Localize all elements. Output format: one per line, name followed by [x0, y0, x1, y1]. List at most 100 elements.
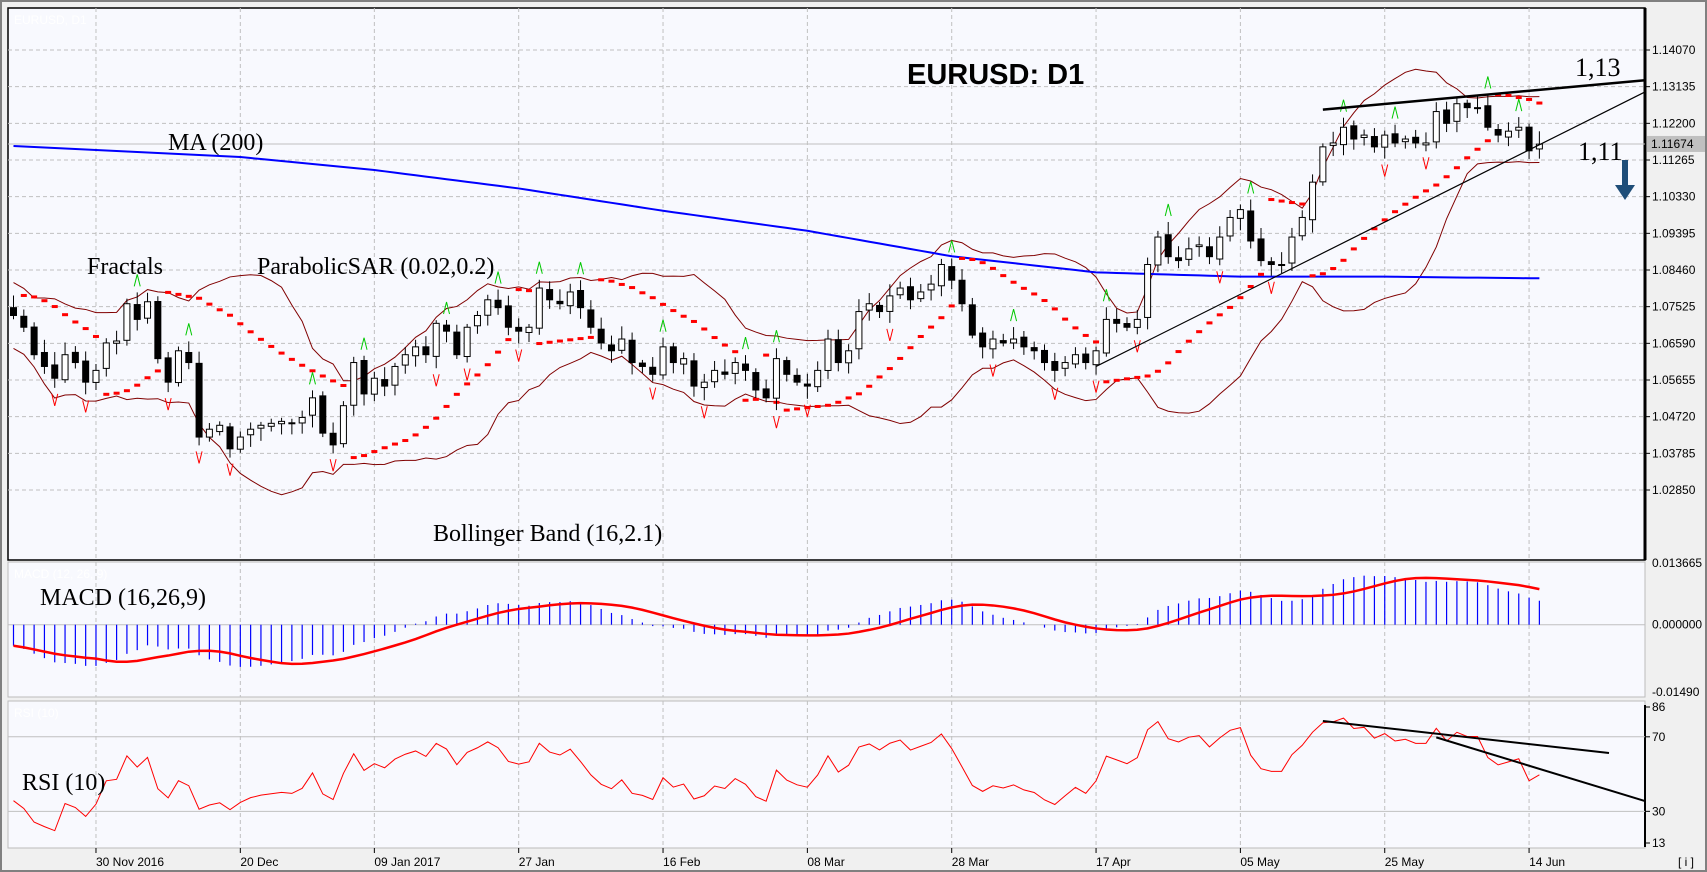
- sar-dot: [1288, 201, 1295, 205]
- fractals-label: Fractals: [87, 254, 163, 280]
- sar-dot: [268, 344, 275, 348]
- sar-dot: [381, 446, 388, 450]
- candle-up: [1432, 111, 1440, 143]
- fractal-up-icon: [1391, 106, 1399, 119]
- macd-tick-label: 0.013665: [1652, 556, 1702, 570]
- candle-up: [205, 428, 213, 438]
- rsi-line: [13, 717, 1540, 832]
- sar-dot: [1041, 299, 1048, 303]
- sar-dot: [1123, 377, 1130, 381]
- sar-dot: [1453, 166, 1460, 170]
- candle-down: [577, 289, 585, 309]
- sar-dot: [391, 442, 398, 446]
- candle-down: [721, 371, 729, 375]
- candle-up: [989, 338, 997, 350]
- current-price-box: [1647, 135, 1705, 152]
- candle-down: [1257, 238, 1265, 262]
- candle-down: [1494, 129, 1502, 136]
- candle-down: [1051, 361, 1059, 371]
- fractal-up-icon: [742, 336, 749, 350]
- axes: 1.14070 1.13135 1.12200 1.11265 1.10330 1.093…: [95, 43, 1705, 869]
- sar-dot: [526, 289, 532, 293]
- sar-dot: [1113, 378, 1120, 382]
- fractal-down-icon: [1422, 157, 1430, 170]
- candle-up: [1309, 181, 1317, 221]
- sar-dot: [1154, 369, 1161, 373]
- rsi-tick-label: 86: [1652, 700, 1666, 714]
- candle-up: [278, 420, 286, 425]
- candle-up: [1154, 236, 1162, 266]
- info-button[interactable]: [ i ]: [1678, 855, 1694, 869]
- sar-dot: [783, 408, 790, 412]
- rsi-tick-label: 13: [1652, 836, 1666, 850]
- sar-dot: [1175, 350, 1182, 354]
- macd-series: [12, 575, 1540, 667]
- time-tick-label: 20 Dec: [240, 855, 278, 869]
- macd-tick-label: -0.01490: [1652, 685, 1700, 699]
- fractal-down-icon: [226, 463, 234, 476]
- candle-up: [1474, 107, 1482, 110]
- candle-up: [1226, 216, 1234, 237]
- candle-down: [226, 426, 234, 450]
- sar-dot: [134, 383, 141, 387]
- candle-down: [195, 362, 203, 438]
- candle-up: [216, 424, 224, 433]
- sar-dot: [402, 439, 409, 443]
- sar-dot: [948, 304, 955, 308]
- candle-up: [236, 436, 244, 450]
- sar-dot: [577, 337, 584, 341]
- sar-dot: [206, 302, 213, 306]
- candle-down: [597, 328, 605, 344]
- candle-up: [1236, 209, 1244, 219]
- sar-dot: [175, 292, 182, 296]
- fractal-down-icon: [649, 387, 657, 400]
- time-tick-label: 25 May: [1385, 855, 1424, 869]
- price-panel[interactable]: [7, 7, 1646, 561]
- sar-label: ParabolicSAR (0.02,0.2): [257, 254, 494, 280]
- fractal-up-icon: [1010, 308, 1018, 322]
- level-113-label: 1,13: [1575, 53, 1621, 82]
- time-tick-label: 30 Nov 2016: [96, 855, 164, 869]
- sar-dot: [1103, 380, 1110, 384]
- candle-down: [803, 383, 811, 387]
- sar-dot: [257, 337, 264, 341]
- fractal-up-icon: [577, 262, 585, 275]
- candle-down: [1443, 109, 1451, 124]
- candle-down: [834, 339, 842, 364]
- sar-dot: [216, 308, 223, 312]
- candle-down: [1030, 347, 1038, 352]
- candle-down: [1113, 318, 1121, 324]
- candle-up: [1061, 362, 1069, 369]
- candle-down: [876, 304, 884, 313]
- sar-dot: [969, 257, 976, 261]
- price-tick-label: 1.09395: [1652, 226, 1696, 240]
- time-tick-label: 05 May: [1240, 855, 1279, 869]
- fractal-down-icon: [82, 400, 90, 413]
- ma200-line: [13, 144, 1540, 280]
- candle-down: [906, 286, 914, 301]
- candle-down: [1370, 136, 1378, 148]
- candle-up: [1381, 134, 1389, 148]
- candle-up: [1422, 142, 1430, 146]
- sar-dot: [1484, 139, 1491, 143]
- macd-tick-label: 0.000000: [1652, 618, 1702, 632]
- price-tick-label: 1.07525: [1652, 300, 1696, 314]
- sar-dot: [814, 404, 821, 408]
- candle-down: [742, 363, 750, 371]
- sar-dot: [1010, 280, 1017, 284]
- sar-dot: [1072, 326, 1079, 330]
- sar-dot: [361, 454, 368, 458]
- candle-down: [133, 304, 141, 320]
- macd-panel[interactable]: [7, 561, 1646, 698]
- sar-dot: [123, 389, 130, 393]
- sar-dot: [752, 397, 759, 401]
- sar-dot: [876, 375, 883, 379]
- sar-dot: [1422, 189, 1429, 193]
- fractal-down-icon: [51, 393, 59, 406]
- rsi-panel[interactable]: [7, 700, 1646, 849]
- sar-dot: [1062, 317, 1069, 321]
- macd-window-label: MACD (12, 26, 9): [14, 567, 107, 581]
- candle-up: [618, 338, 626, 351]
- candle-up: [1288, 236, 1296, 264]
- candle-up: [886, 295, 894, 312]
